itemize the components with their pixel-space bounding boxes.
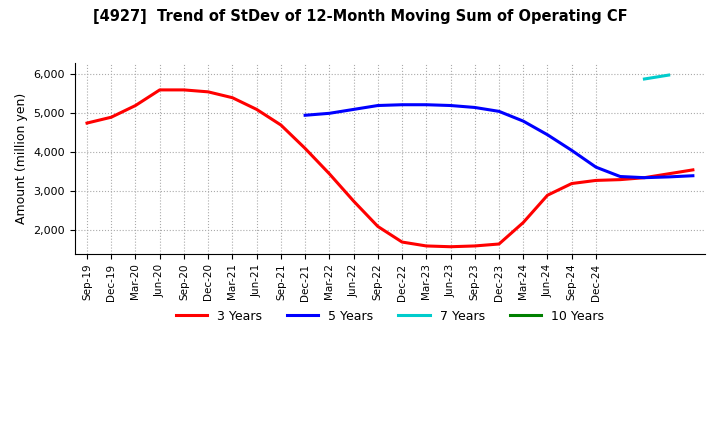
- Y-axis label: Amount (million yen): Amount (million yen): [15, 92, 28, 224]
- Legend: 3 Years, 5 Years, 7 Years, 10 Years: 3 Years, 5 Years, 7 Years, 10 Years: [171, 305, 609, 328]
- Text: [4927]  Trend of StDev of 12-Month Moving Sum of Operating CF: [4927] Trend of StDev of 12-Month Moving…: [93, 9, 627, 24]
